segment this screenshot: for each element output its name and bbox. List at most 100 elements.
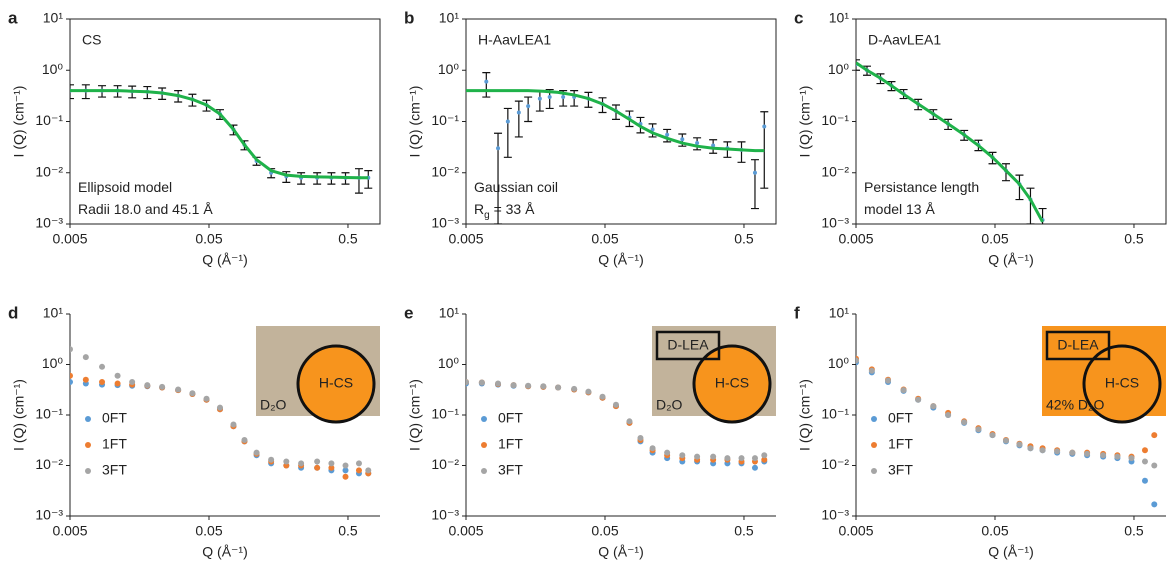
panel-letter: c [794, 8, 803, 27]
data-point [1100, 452, 1107, 459]
data-point [314, 464, 321, 471]
error-bar [514, 100, 523, 138]
data-point [355, 467, 362, 474]
data-point [1016, 441, 1023, 448]
inset-circle-label: H-CS [319, 375, 353, 391]
y-tick-label: 10¹ [829, 305, 850, 321]
data-point [537, 96, 542, 101]
panel-letter: a [8, 8, 18, 27]
inset-box-label: D-LEA [1057, 337, 1099, 353]
data-point [1141, 458, 1148, 465]
data-point [70, 379, 73, 386]
panel-letter: e [404, 303, 413, 322]
x-tick-label: 0.5 [734, 523, 754, 539]
data-point [989, 432, 996, 439]
legend-marker [85, 442, 91, 448]
data-point [1027, 445, 1034, 452]
inset-solvent: 42% D₂O [1046, 397, 1104, 413]
error-bar [70, 84, 74, 100]
data-point [495, 380, 502, 387]
fit-line [70, 89, 369, 180]
data-point [230, 421, 237, 428]
data-point [496, 146, 501, 151]
y-tick-label: 10¹ [439, 10, 460, 26]
data-point [478, 379, 485, 386]
panel-title: D-AavLEA1 [868, 32, 941, 48]
x-tick-label: 0.05 [981, 231, 1008, 247]
panel: a 10⁻³ 10⁻² 10⁻¹ 10⁰ 10¹ 0.005 0.05 0.5 Q (Å⁻¹) I … [8, 8, 381, 268]
data-point [540, 383, 547, 390]
panel: c 10⁻³ 10⁻² 10⁻¹ 10⁰ 10¹ 0.005 0.05 0.5 Q (Å⁻¹) I … [794, 8, 1167, 268]
data-point [241, 436, 248, 443]
data-point [945, 412, 952, 418]
data-point [1151, 462, 1158, 469]
data-point [328, 460, 335, 467]
legend-label: 3FT [888, 462, 913, 478]
inset-box-label: D-LEA [667, 337, 709, 353]
data-point [1069, 449, 1076, 456]
y-tick-label: 10⁻² [821, 456, 849, 472]
data-point [268, 456, 275, 463]
error-bar [535, 90, 544, 112]
y-tick-label: 10⁻³ [431, 507, 459, 523]
data-point [526, 104, 531, 109]
data-point [82, 376, 89, 383]
data-point [724, 455, 731, 462]
y-tick-label: 10⁻¹ [35, 112, 63, 128]
y-tick-label: 10⁻² [431, 163, 459, 179]
x-axis-label: Q (Å⁻¹) [988, 252, 1034, 268]
data-point [298, 460, 305, 467]
annotation: Rg = 33 Å [474, 201, 535, 221]
annotation: Radii 18.0 and 45.1 Å [78, 201, 213, 217]
legend-marker [85, 416, 91, 422]
y-tick-label: 10⁰ [828, 355, 850, 371]
fit-line [466, 89, 765, 153]
legend-label: 1FT [498, 436, 523, 452]
legend-marker [481, 442, 487, 448]
data-point [466, 379, 469, 386]
annotation-part: = 33 Å [490, 201, 535, 217]
data-point [484, 79, 489, 84]
data-point [328, 464, 335, 471]
y-tick-label: 10⁰ [42, 355, 64, 371]
y-tick-label: 10⁻² [821, 163, 849, 179]
data-point [1141, 447, 1148, 454]
y-tick-label: 10⁻¹ [431, 112, 459, 128]
y-axis-label: I (Q) (cm⁻¹) [11, 86, 27, 158]
data-point [599, 393, 606, 400]
y-tick-label: 10⁻¹ [431, 406, 459, 422]
data-point [70, 372, 73, 379]
plot-area [466, 71, 769, 224]
plot-area [70, 346, 372, 480]
data-point [505, 119, 510, 124]
legend-marker [871, 468, 877, 474]
data-point [761, 452, 768, 459]
x-tick-label: 0.05 [195, 231, 222, 247]
y-axis-label: I (Q) (cm⁻¹) [407, 86, 423, 158]
y-tick-label: 10⁰ [42, 61, 64, 77]
data-point [585, 388, 592, 395]
data-point [516, 110, 521, 115]
y-tick-label: 10⁰ [438, 61, 460, 77]
annotation-part: Radii 18.0 and 45.1 Å [78, 201, 213, 217]
x-tick-label: 0.05 [195, 523, 222, 539]
data-point [144, 382, 151, 389]
inset-solvent: D₂O [656, 397, 683, 413]
data-point [751, 464, 758, 471]
annotation: Gaussian coil [474, 179, 558, 195]
data-point [99, 379, 106, 386]
data-point [159, 383, 166, 390]
inset-solvent: D₂O [260, 397, 287, 413]
data-point [900, 387, 907, 394]
data-point [70, 346, 73, 353]
data-point [189, 390, 196, 397]
data-point [711, 143, 716, 148]
panel: e 10⁻³ 10⁻² 10⁻¹ 10⁰ 10¹ 0.005 0.05 0.5 Q (Å⁻¹) I … [404, 303, 776, 560]
data-point [114, 380, 121, 387]
y-tick-label: 10⁻³ [35, 507, 63, 523]
error-bar [524, 96, 533, 123]
data-point [571, 385, 578, 392]
panel: b 10⁻³ 10⁻² 10⁻¹ 10⁰ 10¹ 0.005 0.05 0.5 Q (Å⁻¹) I … [404, 8, 777, 268]
error-bar [503, 107, 512, 158]
